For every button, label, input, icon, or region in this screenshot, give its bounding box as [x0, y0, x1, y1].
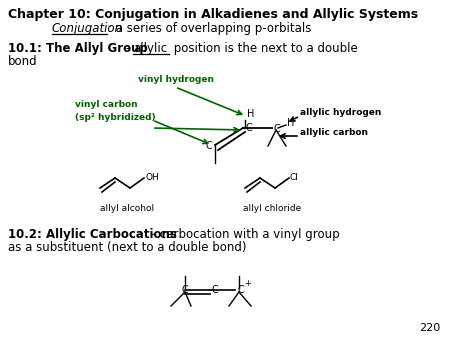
Text: Cl: Cl [290, 173, 299, 183]
Text: C: C [182, 285, 189, 295]
Text: C: C [273, 124, 280, 134]
Text: H: H [247, 109, 254, 119]
Text: as a substituent (next to a double bond): as a substituent (next to a double bond) [8, 241, 247, 254]
Text: allyl chloride: allyl chloride [243, 204, 301, 213]
Text: 10.2: Allylic Carbocations: 10.2: Allylic Carbocations [8, 228, 177, 241]
Text: C: C [237, 285, 244, 295]
Text: C: C [245, 123, 252, 133]
Text: C: C [205, 141, 212, 151]
Text: allylic carbon: allylic carbon [300, 128, 368, 137]
Text: Conjugation: Conjugation [52, 22, 123, 35]
Text: C: C [212, 285, 219, 295]
Text: vinyl carbon
(sp² hybridized): vinyl carbon (sp² hybridized) [75, 100, 156, 121]
Text: bond: bond [8, 55, 38, 68]
Text: H: H [287, 118, 294, 128]
Text: -: - [122, 42, 134, 55]
Text: - carbocation with a vinyl group: - carbocation with a vinyl group [148, 228, 340, 241]
Text: 220: 220 [419, 323, 440, 333]
Text: position is the next to a double: position is the next to a double [170, 42, 358, 55]
Text: +: + [244, 279, 251, 288]
Text: 10.1: The Allyl Group: 10.1: The Allyl Group [8, 42, 148, 55]
Text: : a series of overlapping p-orbitals: : a series of overlapping p-orbitals [108, 22, 311, 35]
Text: allyl alcohol: allyl alcohol [100, 204, 154, 213]
Text: allylic: allylic [133, 42, 167, 55]
Text: Chapter 10: Conjugation in Alkadienes and Allylic Systems: Chapter 10: Conjugation in Alkadienes an… [8, 8, 418, 21]
Text: vinyl hydrogen: vinyl hydrogen [138, 75, 214, 84]
Text: OH: OH [145, 173, 159, 183]
Text: allylic hydrogen: allylic hydrogen [300, 108, 382, 117]
